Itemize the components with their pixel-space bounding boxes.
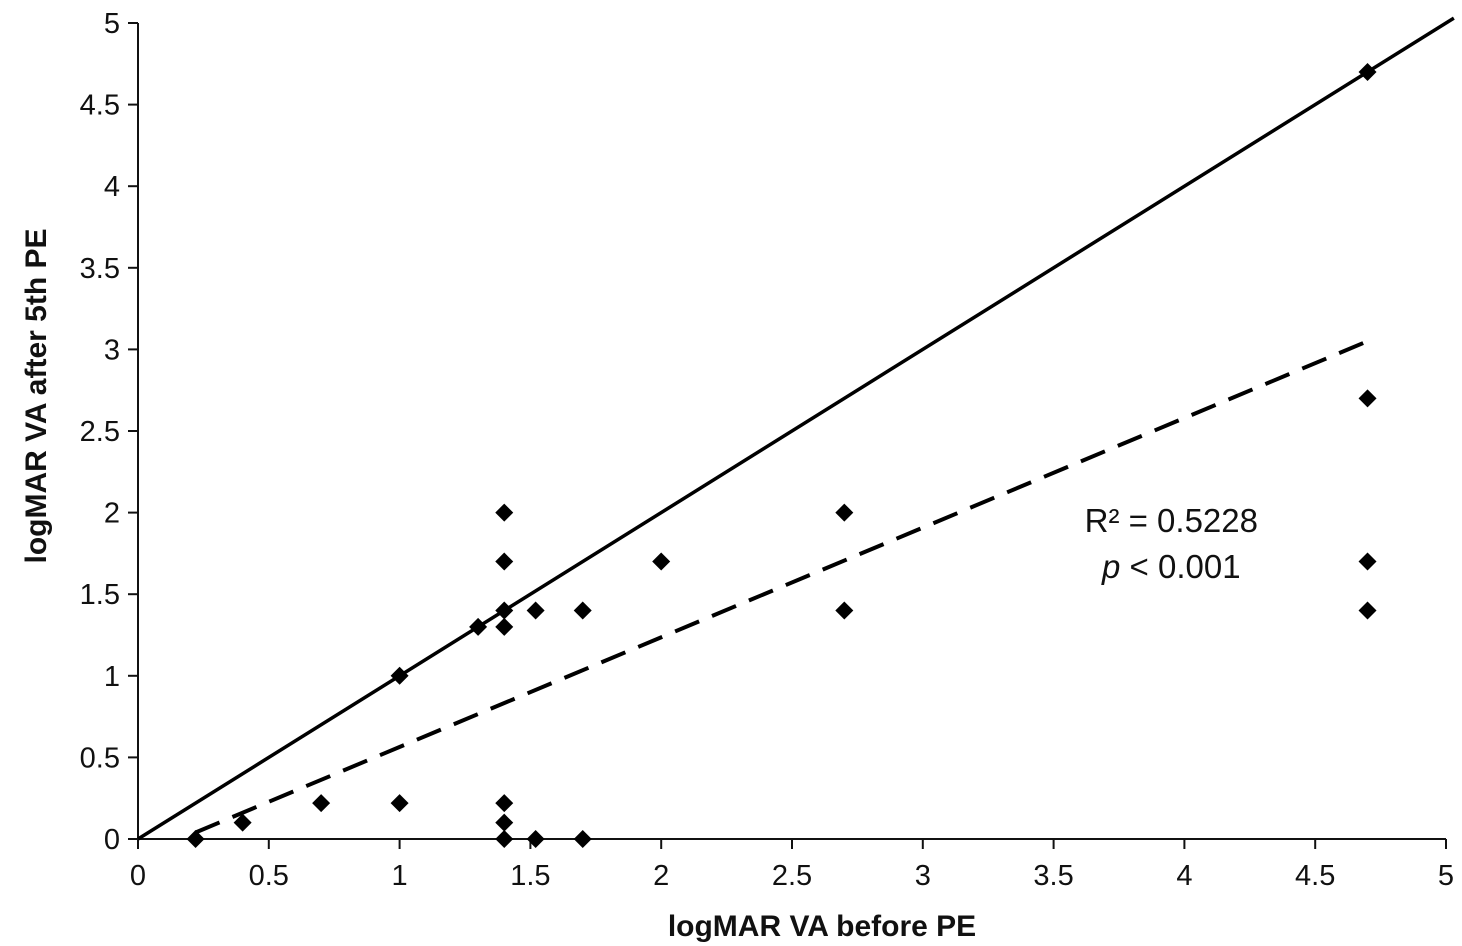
- x-tick-label: 2.5: [772, 860, 812, 892]
- data-point-marker: [495, 794, 514, 813]
- x-tick-label: 2: [653, 860, 669, 892]
- data-point-marker: [1358, 552, 1377, 571]
- data-point-marker: [573, 601, 592, 620]
- data-point-marker: [495, 601, 514, 620]
- data-point-marker: [390, 794, 409, 813]
- annotations: R² = 0.5228 p < 0.001: [1085, 502, 1258, 585]
- y-axis-title: logMAR VA after 5th PE: [20, 228, 53, 563]
- y-tick-label: 5: [104, 8, 120, 40]
- x-tick-label: 3.5: [1033, 860, 1073, 892]
- x-tick-label: 0: [130, 860, 146, 892]
- data-point-marker: [186, 830, 205, 848]
- data-point-marker: [469, 617, 488, 636]
- identity-line: [137, 16, 1455, 841]
- data-point-marker: [495, 552, 514, 571]
- data-point-marker: [652, 552, 671, 571]
- data-point-marker: [835, 601, 854, 620]
- x-tick-label: 5: [1438, 860, 1454, 892]
- data-point-marker: [1358, 601, 1377, 620]
- annotation-text: R² = 0.5228: [1085, 502, 1258, 539]
- y-tick-label: 4: [104, 171, 120, 203]
- x-tick-label: 4.5: [1295, 860, 1335, 892]
- data-point-marker: [526, 830, 545, 848]
- data-point-marker: [495, 503, 514, 522]
- data-point-marker: [526, 601, 545, 620]
- data-point-marker: [573, 830, 592, 848]
- data-point-marker: [495, 813, 514, 832]
- x-tick-label: 1.5: [510, 860, 550, 892]
- y-tick-label: 2: [104, 498, 120, 530]
- data-point-marker: [495, 617, 514, 636]
- data-point-marker: [835, 503, 854, 522]
- x-tick-label: 0.5: [249, 860, 289, 892]
- trend-line: [194, 339, 1369, 835]
- data-point-marker: [1358, 62, 1377, 81]
- y-tick-label: 0: [104, 824, 120, 856]
- y-tick-label: 1: [104, 661, 120, 693]
- fit-lines: [137, 16, 1455, 841]
- y-tick-label: 1.5: [80, 579, 120, 611]
- data-point-marker: [312, 794, 331, 813]
- y-tick-label: 4.5: [80, 90, 120, 122]
- axes: [128, 22, 1447, 849]
- data-point-marker: [495, 830, 514, 848]
- data-point-marker: [233, 813, 252, 832]
- data-points: [186, 62, 1377, 848]
- data-point-marker: [390, 666, 409, 685]
- y-tick-label: 2.5: [80, 416, 120, 448]
- x-tick-label: 4: [1176, 860, 1192, 892]
- x-tick-label: 1: [392, 860, 408, 892]
- y-tick-label: 3.5: [80, 253, 120, 285]
- tick-labels: 0 0.5 1 1.5 2 2.5 3 3.5 4 4.5 5 0 0.5 1 1.5 2 2.5 3 3.5 4 4.…: [80, 8, 1454, 892]
- data-point-marker: [1358, 389, 1377, 408]
- x-axis-title: logMAR VA before PE: [668, 910, 976, 943]
- x-tick-label: 3: [915, 860, 931, 892]
- y-tick-label: 3: [104, 334, 120, 366]
- y-tick-label: 0.5: [80, 742, 120, 774]
- annotation-text: p < 0.001: [1101, 548, 1241, 585]
